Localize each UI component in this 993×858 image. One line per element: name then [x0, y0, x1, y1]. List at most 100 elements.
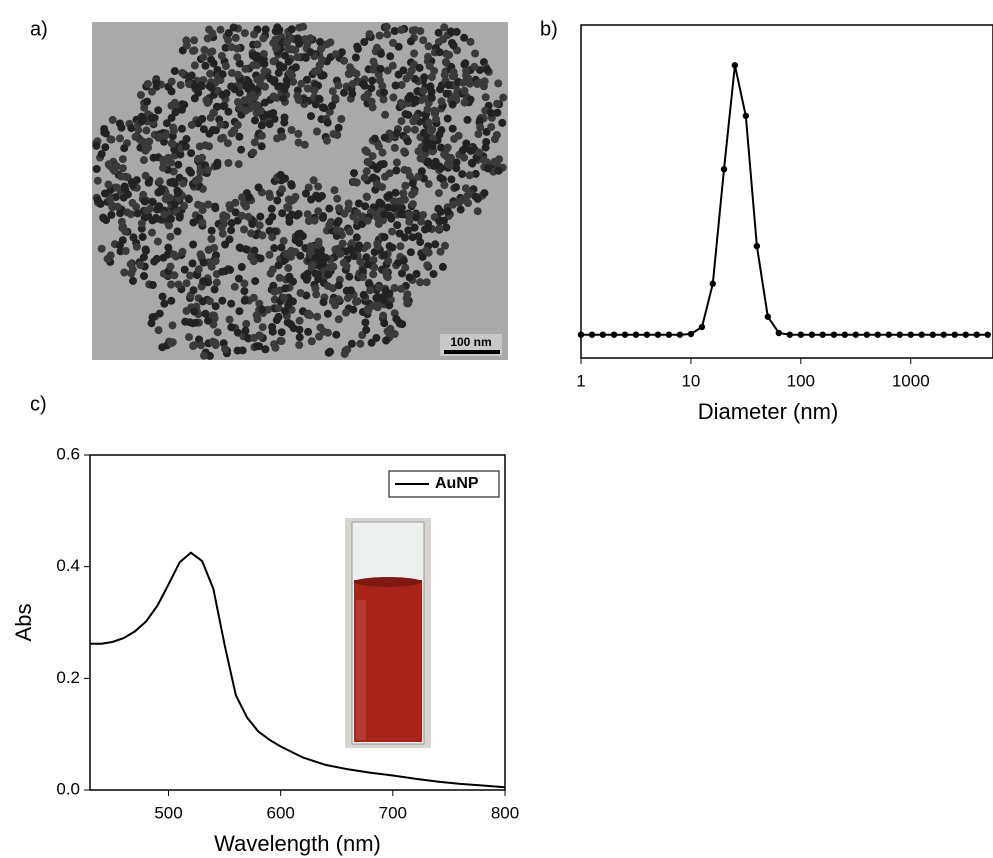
- particle: [199, 258, 208, 267]
- particle: [123, 208, 132, 217]
- particle: [435, 224, 444, 233]
- particle: [216, 120, 225, 129]
- particle: [427, 94, 436, 102]
- particle: [117, 172, 126, 181]
- particle: [443, 114, 452, 123]
- particle: [180, 100, 189, 109]
- particle: [392, 166, 401, 175]
- particle: [382, 22, 391, 31]
- particle: [358, 273, 367, 282]
- particle: [272, 44, 281, 53]
- reflection: [356, 600, 366, 740]
- particle: [221, 345, 230, 353]
- particle: [142, 246, 150, 255]
- data-point: [599, 331, 607, 338]
- particle: [160, 137, 168, 146]
- particle: [274, 261, 283, 270]
- particle: [128, 199, 137, 207]
- particle: [410, 125, 419, 134]
- particle: [115, 241, 124, 250]
- data-point: [940, 331, 947, 338]
- data-point: [676, 331, 684, 338]
- particle: [470, 62, 479, 71]
- particle: [176, 81, 185, 89]
- particle: [219, 215, 228, 224]
- particle: [323, 136, 331, 145]
- particle: [235, 307, 244, 316]
- particle: [136, 261, 145, 269]
- particle: [405, 273, 414, 282]
- particle: [181, 142, 190, 151]
- particle: [295, 316, 304, 325]
- particle: [245, 193, 254, 202]
- particle: [405, 217, 414, 226]
- particle: [301, 53, 310, 62]
- particle: [107, 210, 116, 219]
- data-point: [830, 331, 838, 338]
- particle: [331, 94, 340, 103]
- particle: [241, 64, 250, 73]
- particle: [475, 148, 484, 157]
- particle: [415, 63, 424, 72]
- particle: [380, 210, 389, 219]
- particle: [199, 277, 208, 286]
- particle: [436, 173, 445, 182]
- particle: [320, 104, 329, 112]
- particle: [154, 326, 163, 335]
- data-line: [90, 551, 506, 789]
- particle: [337, 115, 346, 123]
- particle: [476, 123, 485, 132]
- particle: [321, 253, 330, 262]
- particle: [252, 311, 261, 320]
- particle: [334, 123, 343, 132]
- particle: [377, 49, 385, 58]
- particle: [448, 100, 457, 109]
- particle: [160, 210, 169, 219]
- particle: [294, 138, 303, 147]
- particle: [396, 197, 405, 206]
- particle: [218, 229, 227, 238]
- particle: [309, 176, 318, 185]
- particle: [267, 204, 276, 213]
- particle: [291, 236, 300, 245]
- particle: [271, 343, 280, 352]
- particle: [363, 216, 372, 225]
- particle: [256, 212, 265, 221]
- plot-frame: [89, 454, 506, 791]
- particle: [127, 178, 136, 187]
- particle: [217, 52, 226, 60]
- particle: [240, 200, 249, 209]
- particle: [334, 281, 343, 290]
- particle: [211, 302, 220, 311]
- particle: [400, 147, 409, 156]
- particle: [294, 129, 303, 138]
- cuvette-photo: [345, 518, 431, 748]
- particle: [362, 253, 371, 262]
- particle: [189, 218, 198, 227]
- data-point: [588, 331, 596, 338]
- particle: [316, 37, 325, 46]
- particle: [207, 55, 216, 64]
- particle: [420, 73, 429, 82]
- particle: [190, 307, 199, 316]
- particle: [318, 56, 326, 64]
- particle: [235, 132, 244, 141]
- particle: [120, 268, 129, 277]
- particle: [231, 33, 240, 42]
- particle: [367, 84, 376, 93]
- particle: [284, 57, 293, 66]
- particle: [265, 110, 274, 119]
- particle: [417, 96, 426, 105]
- particle: [384, 256, 393, 265]
- y-axis-label: Abs: [11, 604, 36, 642]
- particle: [237, 145, 246, 154]
- particle: [205, 297, 214, 306]
- particle: [219, 102, 228, 111]
- particle: [136, 91, 145, 99]
- particle: [466, 37, 475, 46]
- particle: [221, 62, 230, 70]
- particle: [386, 329, 395, 338]
- particle: [348, 67, 357, 76]
- particle: [227, 299, 236, 308]
